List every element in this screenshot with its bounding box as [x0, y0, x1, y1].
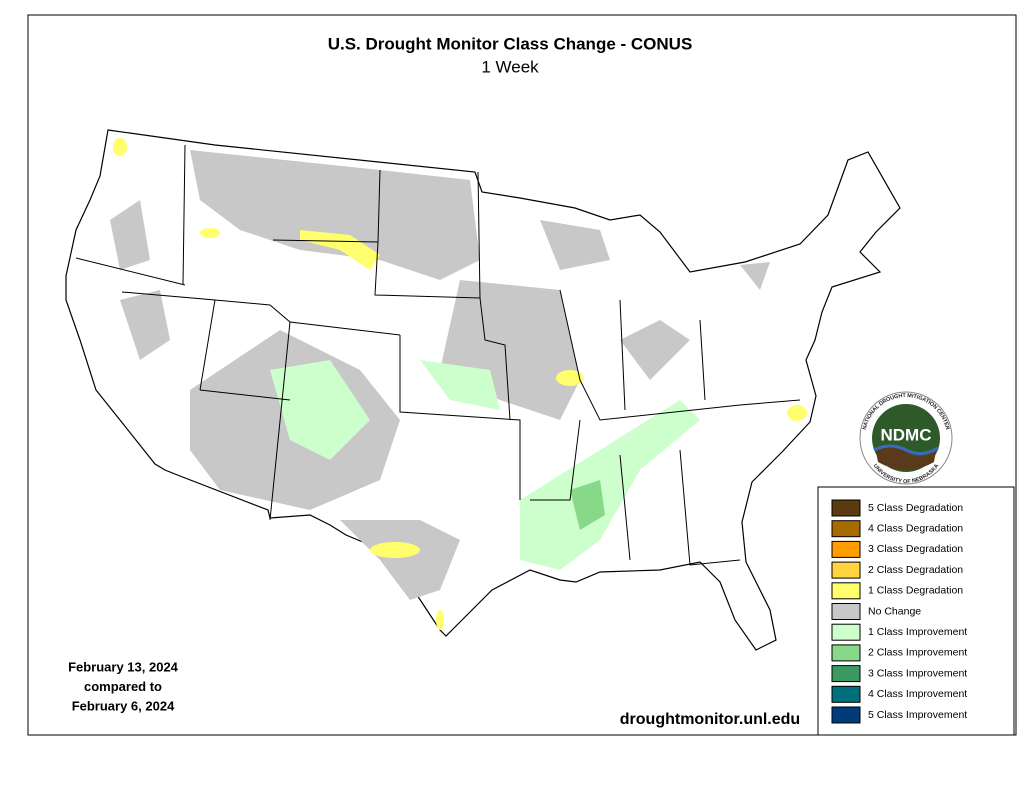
legend-swatch	[831, 665, 861, 683]
area	[300, 230, 380, 270]
title: U.S. Drought Monitor Class Change - CONU…	[328, 34, 693, 53]
date-line: February 6, 2024	[72, 698, 175, 713]
legend-swatch	[831, 603, 861, 620]
area	[120, 290, 170, 360]
area	[420, 360, 500, 410]
logo-water	[873, 444, 939, 455]
legend-swatch	[831, 582, 861, 600]
improvement-areas	[270, 360, 700, 570]
legend-swatch	[831, 540, 861, 558]
legend-swatch	[831, 706, 861, 724]
area	[740, 262, 770, 290]
legend-label: 2 Class Improvement	[868, 647, 967, 659]
area	[110, 200, 150, 270]
legend-label: 1 Class Improvement	[868, 626, 967, 638]
state-lines	[75, 144, 801, 566]
legend-label: 2 Class Degradation	[868, 564, 963, 576]
legend-label: 4 Class Improvement	[868, 688, 967, 700]
area	[570, 480, 605, 530]
legend-swatch	[831, 499, 861, 517]
legend-swatch	[831, 520, 861, 538]
legend-label: 3 Class Improvement	[868, 667, 967, 679]
area	[370, 542, 420, 558]
area	[556, 370, 584, 386]
legend-label: 3 Class Degradation	[868, 543, 963, 555]
area	[540, 220, 610, 270]
legend-label: 4 Class Degradation	[868, 522, 963, 534]
subtitle: 1 Week	[481, 57, 539, 76]
legend-swatch	[831, 644, 861, 662]
degradation-areas	[113, 138, 807, 630]
date-line: compared to	[84, 679, 162, 694]
area	[787, 405, 807, 421]
legend-label: 1 Class Degradation	[868, 585, 963, 597]
area	[190, 150, 480, 280]
area	[520, 400, 700, 570]
date-line: February 13, 2024	[68, 659, 179, 674]
source-url: droughtmonitor.unl.edu	[620, 711, 800, 728]
legend-label: 5 Class Degradation	[868, 502, 963, 514]
logo-text: NDMC	[881, 425, 932, 444]
legend-swatch	[831, 561, 861, 579]
logo-land	[876, 446, 936, 470]
dates: February 13, 2024 compared to February 6, …	[68, 659, 179, 713]
area	[113, 138, 127, 156]
legend-label: 5 Class Improvement	[868, 709, 967, 721]
area	[340, 520, 460, 600]
area	[270, 360, 370, 460]
no-change-areas	[110, 150, 770, 600]
legend-swatch	[831, 623, 861, 641]
legend-label: No Change	[868, 605, 921, 617]
area	[436, 610, 444, 630]
legend-swatch	[831, 685, 861, 703]
area	[620, 320, 690, 380]
area	[200, 228, 220, 238]
ndmc-logo: NDMC NATIONAL DROUGHT MITIGATION CENTER …	[859, 391, 953, 486]
legend: 5 Class Degradation 4 Class Degradation 3 …	[831, 499, 967, 724]
map	[65, 129, 901, 651]
